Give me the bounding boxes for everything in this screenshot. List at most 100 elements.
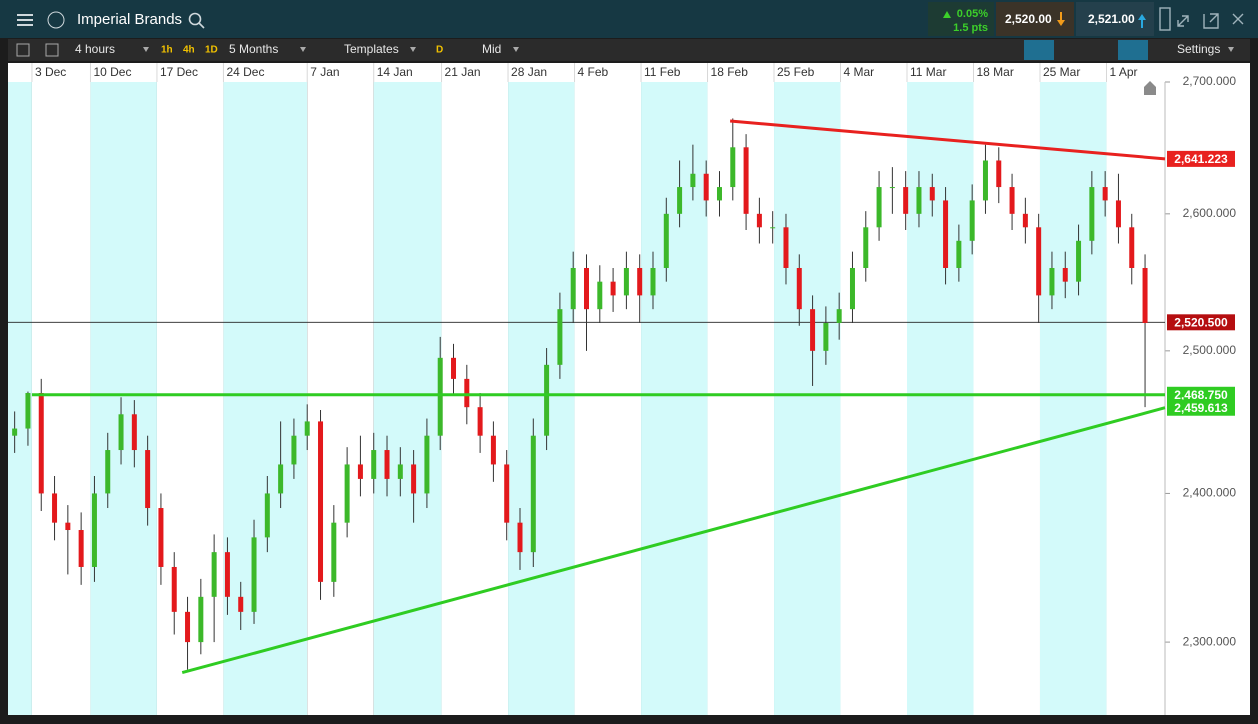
- change-percent: 0.05%: [957, 8, 988, 20]
- candle-body: [12, 428, 18, 436]
- candle-body: [703, 173, 709, 201]
- candle-body: [796, 267, 802, 310]
- dropdown-arrow: [300, 47, 306, 52]
- price-label-text: 2,641.223: [1174, 152, 1228, 166]
- candle-body: [65, 522, 71, 531]
- x-tick-label: 25 Feb: [777, 65, 815, 79]
- candle-body: [451, 357, 457, 379]
- candle-body: [1062, 267, 1068, 282]
- toolbar-icon[interactable]: [45, 43, 59, 57]
- candle-body: [344, 464, 350, 523]
- templates-button[interactable]: Templates: [344, 42, 399, 56]
- candle-body: [91, 493, 97, 567]
- candle-body: [770, 227, 776, 229]
- candle-body: [969, 200, 975, 241]
- last-price-text: 2,520.500: [1174, 315, 1228, 329]
- candle-body: [1142, 267, 1148, 324]
- trend-line: [181, 406, 1166, 675]
- search-icon[interactable]: [188, 12, 205, 29]
- settings-button[interactable]: Settings: [1177, 42, 1220, 56]
- candle-body: [677, 187, 683, 214]
- info-icon[interactable]: [47, 11, 65, 29]
- d-button[interactable]: D: [436, 45, 443, 56]
- candle-body: [610, 281, 616, 296]
- week-band: [840, 82, 908, 715]
- price-select[interactable]: Mid: [482, 42, 501, 56]
- candle-body: [1115, 200, 1121, 228]
- panel-icon[interactable]: [1159, 7, 1171, 31]
- x-tick-label: 11 Feb: [644, 65, 681, 79]
- x-tick-label: 11 Mar: [910, 65, 946, 79]
- candle-body: [384, 450, 390, 479]
- candle-body: [437, 357, 443, 436]
- candle-body: [504, 464, 510, 523]
- candle-body: [224, 552, 230, 597]
- x-tick-label: 21 Jan: [445, 65, 481, 79]
- menu-button[interactable]: [17, 14, 33, 26]
- x-tick-label: 17 Dec: [160, 65, 198, 79]
- sell-arrow: [1057, 12, 1065, 26]
- x-tick-label: 4 Mar: [844, 65, 875, 79]
- candle-body: [331, 522, 337, 582]
- week-band: [1039, 82, 1107, 715]
- candle-body: [903, 187, 909, 214]
- close-icon[interactable]: [1232, 13, 1244, 25]
- candle-body: [982, 160, 988, 201]
- buy-arrow: [1138, 14, 1146, 28]
- price-label-text: 2,468.750: [1174, 388, 1228, 402]
- price-label-box: [1167, 386, 1235, 403]
- expand-icon[interactable]: [1177, 15, 1189, 27]
- candle-body: [956, 240, 962, 268]
- preset-button[interactable]: 4h: [183, 45, 195, 56]
- candle-body: [584, 267, 589, 310]
- week-band: [90, 82, 157, 715]
- y-tick-label: 2,700.000: [1183, 74, 1237, 88]
- candle-body: [291, 435, 297, 465]
- active-tool[interactable]: [1024, 40, 1054, 60]
- home-icon[interactable]: [1144, 81, 1156, 95]
- week-band: [774, 82, 841, 715]
- candle-body: [597, 281, 603, 310]
- candle-body: [650, 267, 656, 296]
- candle-body: [304, 421, 310, 436]
- week-band: [373, 82, 442, 715]
- candle-body: [1129, 227, 1135, 268]
- up-arrow: [943, 11, 951, 18]
- chart: 3 Dec 10 Dec 17 Dec 24 Dec 7 Jan 14 Jan 21 Jan…: [8, 63, 1236, 715]
- week-band: [574, 82, 642, 715]
- toolbar-icon[interactable]: [16, 43, 30, 57]
- candle-body: [743, 147, 749, 214]
- candle-body: [1009, 187, 1015, 214]
- candle-body: [544, 364, 550, 436]
- x-tick-label: 7 Jan: [310, 65, 339, 79]
- interval-select[interactable]: 4 hours: [75, 42, 115, 56]
- x-tick-label: 14 Jan: [377, 65, 413, 79]
- trend-line: [729, 119, 1166, 161]
- candle-body: [52, 493, 58, 523]
- popout-icon[interactable]: [1203, 13, 1219, 29]
- active-tool[interactable]: [1118, 40, 1148, 60]
- sell-price[interactable]: 2,520.00: [1005, 12, 1052, 26]
- dropdown-arrow: [513, 47, 519, 52]
- week-band: [223, 82, 308, 715]
- x-tick-label: 4 Feb: [578, 65, 609, 79]
- preset-button[interactable]: 1h: [161, 45, 173, 56]
- candle-body: [171, 566, 177, 612]
- preset-button[interactable]: 1D: [205, 45, 218, 56]
- candle-body: [916, 187, 922, 214]
- candle-body: [517, 522, 523, 553]
- x-tick-label: 1 Apr: [1109, 65, 1137, 79]
- instrument-title: Imperial Brands: [77, 11, 182, 28]
- buy-price[interactable]: 2,521.00: [1088, 12, 1135, 26]
- candle-body: [185, 611, 191, 643]
- candle-body: [158, 508, 164, 567]
- candle-body: [424, 435, 430, 494]
- candle-body: [823, 323, 829, 351]
- dropdown-arrow: [143, 47, 149, 52]
- candle-body: [318, 421, 324, 582]
- week-band: [1106, 82, 1165, 715]
- last-price-box: [1167, 314, 1235, 331]
- week-band: [641, 82, 708, 715]
- range-select[interactable]: 5 Months: [229, 42, 278, 56]
